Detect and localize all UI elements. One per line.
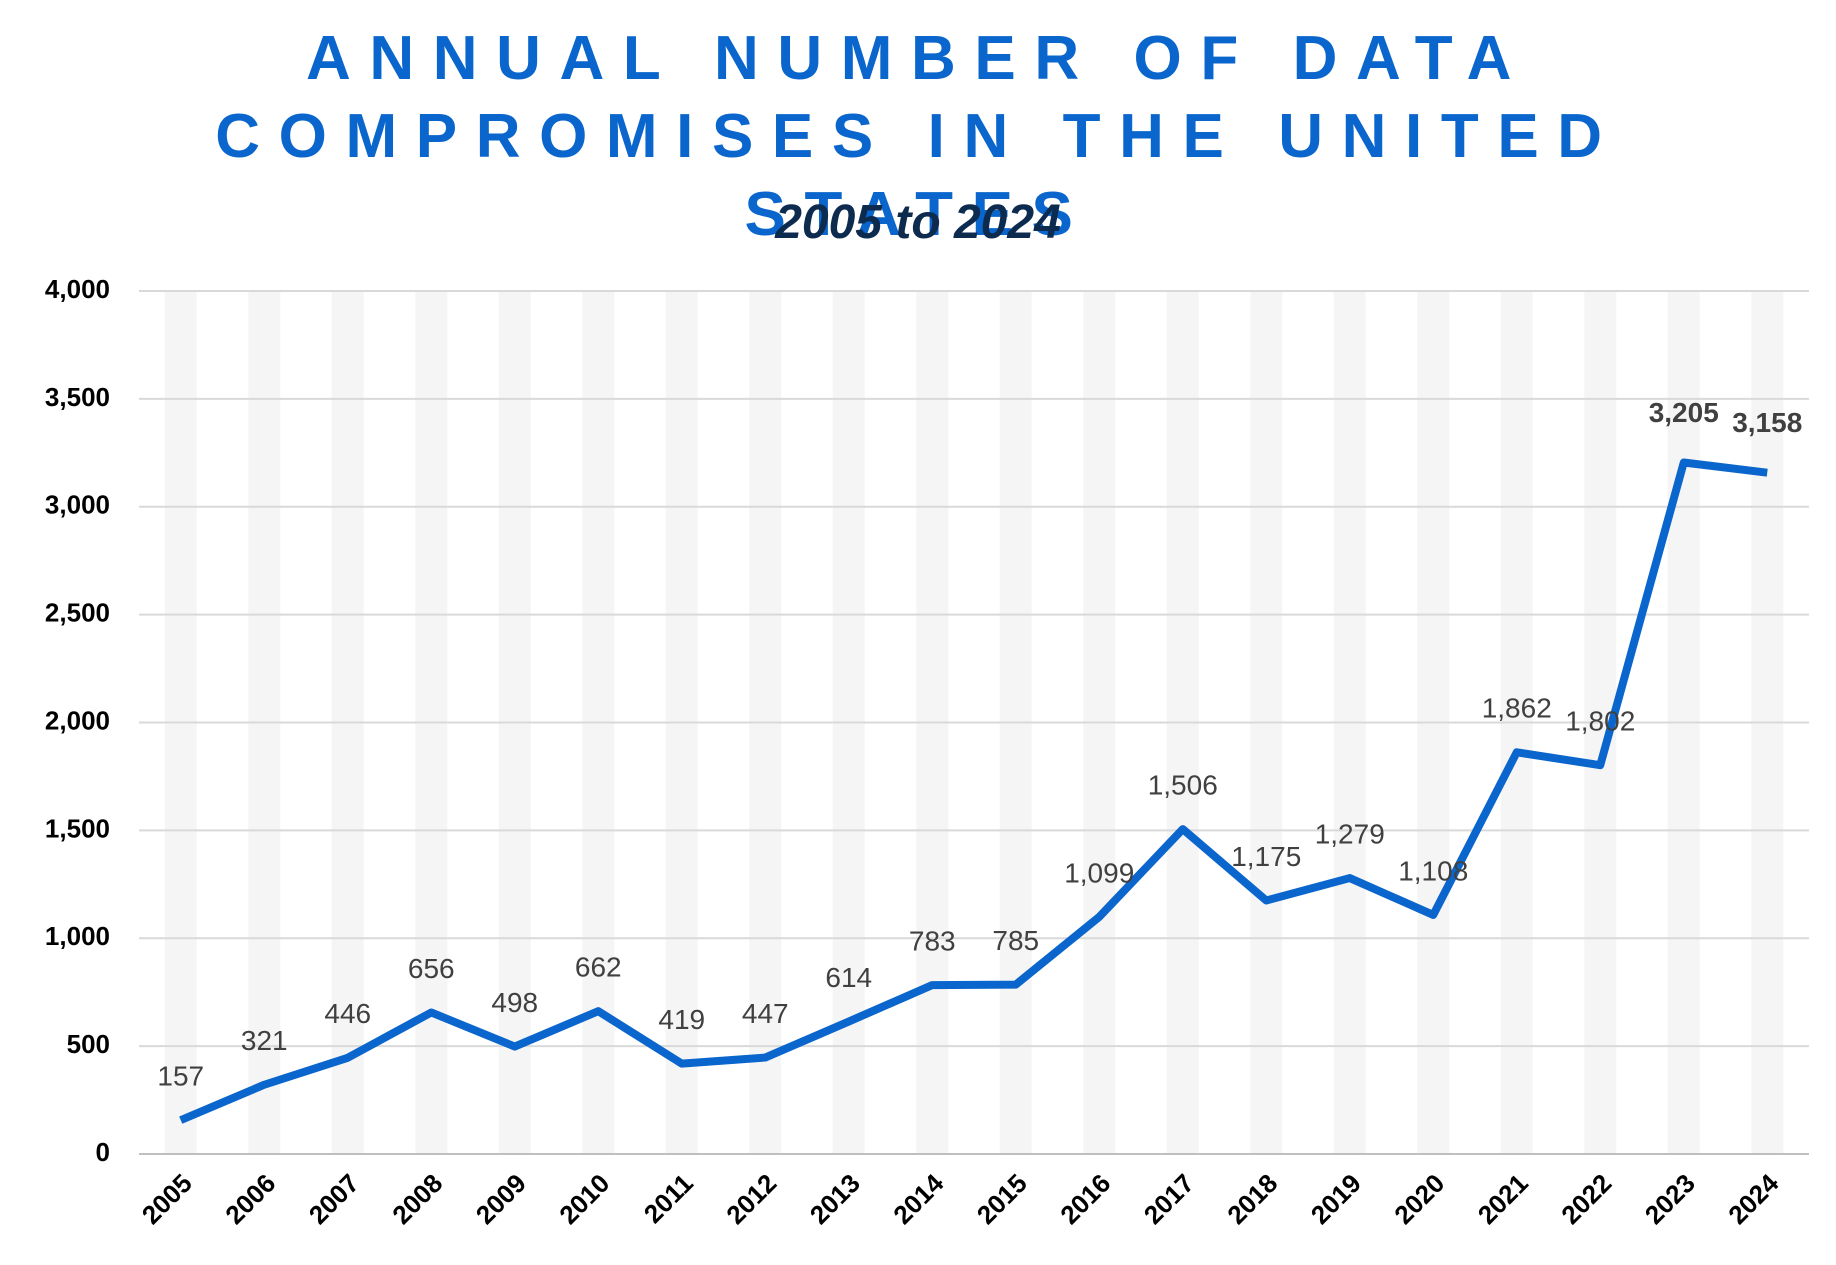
value-label: 1,108 [1398,855,1468,886]
x-tick-label: 2019 [1305,1168,1367,1230]
x-tick-label: 2023 [1639,1168,1701,1230]
x-tick: 2012 [720,1168,782,1230]
x-tick: 2010 [553,1168,615,1230]
x-tick: 2006 [219,1168,281,1230]
value-label: 3,158 [1732,407,1802,438]
x-tick: 2019 [1305,1168,1367,1230]
value-label: 662 [575,952,622,983]
x-tick: 2014 [887,1168,949,1230]
y-tick-label: 1,500 [45,813,110,843]
x-tick-label: 2009 [470,1168,532,1230]
y-tick-label: 0 [96,1137,110,1167]
x-tick-label: 2012 [720,1168,782,1230]
x-tick-label: 2022 [1555,1168,1617,1230]
y-tick-label: 3,500 [45,382,110,412]
value-label: 1,802 [1565,706,1635,737]
x-tick-label: 2017 [1138,1168,1200,1230]
x-tick-label: 2005 [136,1168,198,1230]
x-tick-label: 2021 [1472,1168,1534,1230]
y-tick-label: 4,000 [45,274,110,304]
value-label: 498 [491,987,538,1018]
x-tick: 2015 [971,1168,1033,1230]
y-tick-label: 3,000 [45,490,110,520]
x-tick: 2023 [1639,1168,1701,1230]
value-label: 1,175 [1231,841,1301,872]
value-label: 614 [825,962,872,993]
value-label: 656 [408,953,455,984]
x-tick: 2016 [1054,1168,1116,1230]
value-label: 447 [742,998,789,1029]
x-tick: 2022 [1555,1168,1617,1230]
value-label: 321 [241,1025,288,1056]
x-tick-label: 2020 [1388,1168,1450,1230]
x-tick-label: 2006 [219,1168,281,1230]
x-tick: 2017 [1138,1168,1200,1230]
value-label: 3,205 [1649,397,1719,428]
value-label: 1,279 [1315,818,1385,849]
x-tick-label: 2018 [1221,1168,1283,1230]
value-label: 1,099 [1064,857,1134,888]
x-tick-label: 2016 [1054,1168,1116,1230]
x-tick-label: 2007 [303,1168,365,1230]
x-tick: 2013 [804,1168,866,1230]
y-tick-label: 1,000 [45,921,110,951]
value-label: 1,506 [1148,769,1218,800]
x-tick: 2007 [303,1168,365,1230]
x-tick: 2021 [1472,1168,1534,1230]
x-tick-label: 2014 [887,1168,949,1230]
x-tick-label: 2008 [386,1168,448,1230]
value-label: 419 [658,1004,705,1035]
value-label: 783 [909,925,956,956]
value-label: 1,862 [1482,693,1552,724]
x-tick: 2024 [1722,1168,1784,1230]
x-tick-label: 2010 [553,1168,615,1230]
x-tick-label: 2011 [638,1168,699,1229]
value-label: 785 [992,925,1039,956]
chart-subtitle: 2005 to 2024 [775,196,1061,249]
x-tick: 2005 [136,1168,198,1230]
y-tick-label: 2,000 [45,705,110,735]
y-tick-label: 500 [67,1029,110,1059]
y-tick-label: 2,500 [45,598,110,628]
x-tick-label: 2015 [971,1168,1033,1230]
x-tick: 2008 [386,1168,448,1230]
value-label: 157 [157,1061,204,1092]
x-tick: 2020 [1388,1168,1450,1230]
x-tick: 2018 [1221,1168,1283,1230]
x-tick-label: 2024 [1722,1168,1784,1230]
chart-title: ANNUAL NUMBER OF DATA COMPROMISES IN THE… [215,24,1621,249]
x-tick-label: 2013 [804,1168,866,1230]
x-tick: 2009 [470,1168,532,1230]
line [179,458,1768,1124]
x-tick: 2011 [638,1168,699,1229]
value-label: 446 [324,998,371,1029]
